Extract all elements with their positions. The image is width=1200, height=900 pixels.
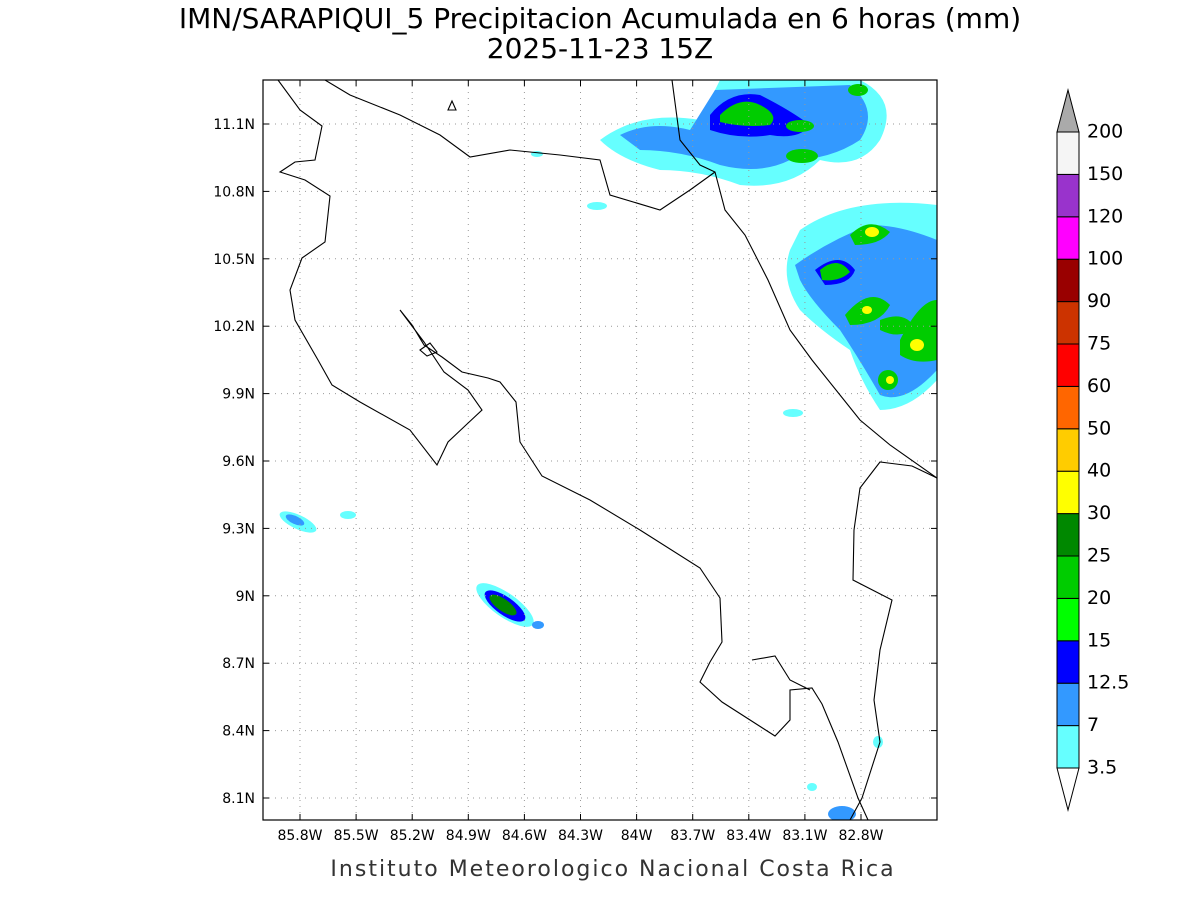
colorbar-label: 7 (1087, 714, 1099, 736)
y-tick-label: 8.7N (222, 656, 255, 672)
colorbar-label: 90 (1087, 290, 1111, 312)
colorbar-label: 100 (1087, 248, 1123, 270)
colorbar-swatch (1056, 301, 1080, 345)
colorbar-label: 15 (1087, 629, 1111, 651)
colorbar-over (1056, 88, 1080, 133)
y-tick-label: 9.9N (222, 387, 255, 403)
y-tick-label: 10.8N (213, 184, 255, 200)
x-tick-label: 83.4W (726, 828, 771, 844)
colorbar-label: 12.5 (1087, 672, 1129, 694)
colorbar-swatch (1056, 513, 1080, 557)
y-tick-label: 8.1N (222, 791, 255, 807)
colorbar-swatch (1056, 682, 1080, 727)
y-tick-label: 8.4N (222, 724, 255, 740)
colorbar-label: 25 (1087, 545, 1111, 567)
colorbar-label: 150 (1087, 163, 1123, 185)
x-tick-label: 85.8W (277, 828, 322, 844)
x-tick-label: 82.8W (838, 828, 883, 844)
y-tick-label: 9.3N (222, 521, 255, 537)
axis-ticks: 85.8W 85.5W 85.2W 84.9W 84.6W 84.3W 84W 83.7W 83… (213, 80, 937, 844)
colorbar-label: 200 (1087, 121, 1123, 143)
colorbar: 3.5 7 12.5 15 20 25 30 40 50 60 75 90 100 120 150 200 (1056, 88, 1129, 812)
subtitle: 2025-11-23 15Z (487, 32, 713, 65)
x-tick-label: 85.5W (334, 828, 379, 844)
colorbar-label: 75 (1087, 333, 1111, 355)
x-tick-label: 84.3W (558, 828, 603, 844)
colorbar-swatch (1056, 343, 1080, 387)
x-tick-label: 83.1W (782, 828, 827, 844)
precipitation (279, 80, 937, 820)
coastlines (277, 80, 937, 820)
colorbar-swatch (1056, 725, 1080, 769)
colorbar-swatch (1056, 640, 1080, 684)
colorbar-label: 60 (1087, 375, 1111, 397)
map: 85.8W 85.5W 85.2W 84.9W 84.6W 84.3W 84W 83.7W 83… (213, 79, 938, 844)
colorbar-swatch (1056, 173, 1080, 218)
colorbar-swatch (1056, 258, 1080, 303)
colorbar-under (1056, 767, 1080, 812)
colorbar-label: 40 (1087, 460, 1111, 482)
x-tick-label: 83.7W (670, 828, 715, 844)
grid (263, 80, 937, 820)
colorbar-swatch (1056, 470, 1080, 515)
colorbar-swatch (1056, 597, 1080, 642)
map-frame (262, 79, 938, 821)
x-tick-label: 85.2W (390, 828, 435, 844)
y-tick-label: 10.2N (213, 319, 255, 335)
colorbar-swatch (1056, 216, 1080, 260)
x-tick-label: 84W (621, 828, 653, 844)
y-tick-label: 10.5N (213, 252, 255, 268)
colorbar-label: 3.5 (1087, 757, 1117, 779)
y-tick-label: 11.1N (213, 117, 255, 133)
x-tick-label: 84.9W (446, 828, 491, 844)
colorbar-label: 50 (1087, 417, 1111, 439)
footer: Instituto Meteorologico Nacional Costa R… (330, 857, 895, 882)
colorbar-swatch (1056, 428, 1080, 472)
x-tick-label: 84.6W (502, 828, 547, 844)
colorbar-label: 30 (1087, 502, 1111, 524)
colorbar-swatch (1056, 385, 1080, 430)
colorbar-label: 120 (1087, 205, 1123, 227)
y-tick-label: 9.6N (222, 454, 255, 470)
y-tick-label: 9N (236, 589, 255, 605)
colorbar-swatch (1056, 131, 1080, 175)
colorbar-swatch (1056, 555, 1080, 599)
title: IMN/SARAPIQUI_5 Precipitacion Acumulada … (179, 2, 1021, 35)
colorbar-label: 20 (1087, 587, 1111, 609)
